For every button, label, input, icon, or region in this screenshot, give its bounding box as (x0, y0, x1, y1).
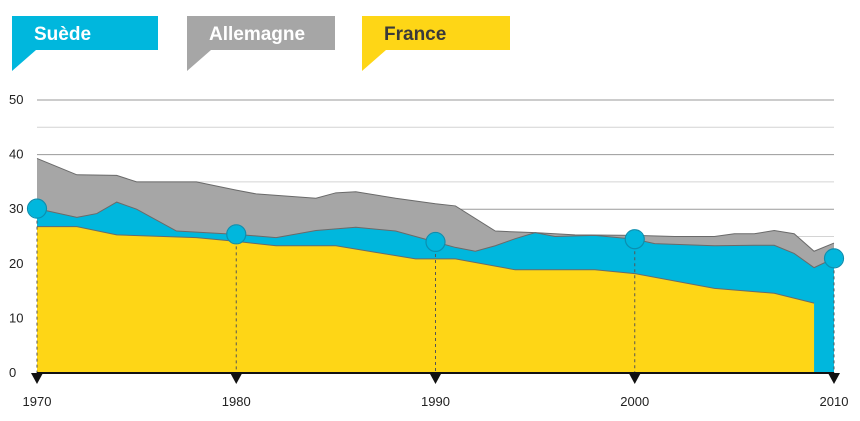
highlight-point (426, 232, 445, 251)
x-tick-label: 2000 (620, 394, 649, 409)
legend-label: Allemagne (209, 24, 305, 45)
legend-swatch (12, 16, 158, 71)
legend-label: Suède (34, 24, 91, 45)
highlight-point (625, 230, 644, 249)
highlight-point-ring (823, 248, 845, 269)
highlight-point (825, 249, 843, 268)
highlight-point-ring (624, 229, 645, 250)
x-tick-marker (31, 373, 43, 384)
highlight-point-ring (26, 198, 48, 219)
line-france (37, 226, 815, 304)
x-tick-marker (429, 373, 442, 384)
highlight-point-ring (226, 224, 247, 245)
x-tick-label: 1990 (421, 394, 450, 409)
legend-item-allemagne: Allemagne (187, 16, 335, 71)
highlight-point (227, 225, 246, 244)
legend-swatch (187, 16, 335, 71)
legend-label: France (384, 24, 446, 45)
x-tick-label: 2010 (820, 394, 849, 409)
legend-item-france: France (362, 16, 510, 71)
highlight-point (28, 199, 46, 218)
x-tick-marker (230, 373, 243, 384)
y-tick-label: 20 (9, 256, 23, 271)
line-allemagne (36, 157, 835, 252)
year-guides (26, 198, 845, 373)
y-tick-label: 30 (9, 201, 23, 216)
x-tick-label: 1970 (23, 394, 52, 409)
y-tick-label: 0 (9, 365, 16, 380)
x-tick-label: 1980 (222, 394, 251, 409)
y-tick-label: 40 (9, 147, 23, 162)
area-france (37, 226, 815, 373)
y-tick-label: 50 (9, 92, 23, 107)
legend-swatch (362, 16, 510, 71)
x-tick-marker (628, 373, 641, 384)
x-tick-marker (828, 373, 840, 384)
axes: 0 10 20 30 40 50 1970 1980 1990 2000 2010 (9, 92, 848, 409)
legend-item-sude: Suède (12, 16, 158, 71)
highlight-point-ring (425, 231, 446, 253)
y-tick-label: 10 (9, 310, 23, 325)
line-sude (36, 201, 835, 269)
legend: Suède Allemagne France (12, 16, 510, 71)
